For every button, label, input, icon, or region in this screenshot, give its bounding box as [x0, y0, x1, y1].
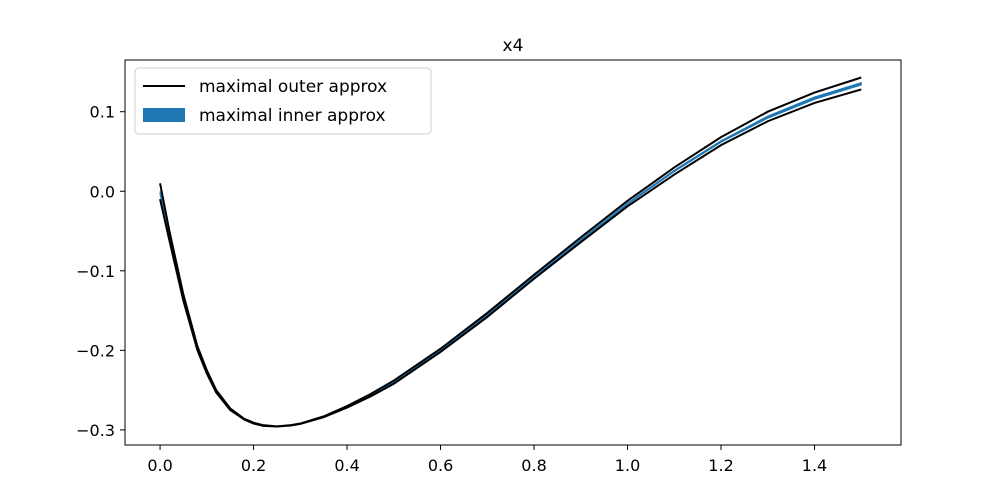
x-tick-label: 0.6: [428, 456, 453, 475]
plot-area: [159, 76, 862, 428]
y-axis: −0.3 −0.2 −0.1 0.0 0.1: [76, 103, 125, 440]
y-tick-label: −0.3: [76, 421, 115, 440]
x-tick-label: 1.2: [708, 456, 733, 475]
legend-frame: [134, 67, 432, 135]
y-tick-label: 0.0: [90, 182, 115, 201]
chart-title: x4: [503, 36, 524, 56]
axes-frame: [124, 59, 902, 446]
x-tick-label: 0.2: [241, 456, 266, 475]
y-tick-label: 0.1: [90, 103, 115, 122]
x-tick-label: 0.0: [147, 456, 172, 475]
x-tick-label: 0.8: [521, 456, 546, 475]
legend-swatch-inner: [143, 108, 185, 122]
x-axis: 0.0 0.2 0.4 0.6 0.8 1.0 1.2 1.4: [147, 445, 827, 475]
x-tick-label: 1.0: [615, 456, 640, 475]
legend-label-inner: maximal inner approx: [199, 106, 386, 126]
x-tick-label: 0.4: [334, 456, 359, 475]
outer-approx-lower-line: [159, 88, 862, 428]
y-tick-label: −0.2: [76, 341, 115, 360]
legend-label-outer: maximal outer approx: [199, 77, 387, 97]
x-tick-label: 1.4: [802, 456, 827, 475]
legend: maximal outer approx maximal inner appro…: [134, 67, 432, 135]
y-tick-label: −0.1: [76, 262, 115, 281]
